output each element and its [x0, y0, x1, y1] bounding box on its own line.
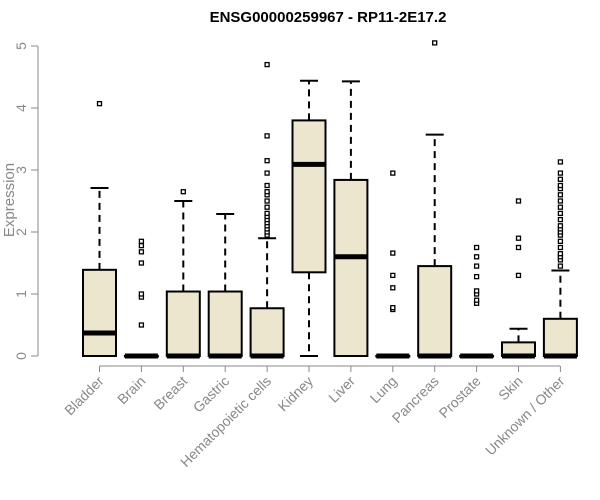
x-tick-label: Unknown / Other [482, 373, 568, 459]
outlier-point [264, 204, 270, 210]
box-skin [501, 198, 536, 359]
x-tick-label: Breast [150, 373, 190, 413]
x-tick-label: Pancreas [389, 373, 442, 426]
outlier-point [264, 170, 270, 176]
x-tick-label: Kidney [275, 373, 317, 415]
outlier-point [473, 297, 480, 303]
box-unknown-other [542, 159, 578, 359]
y-tick-label: 4 [13, 104, 29, 112]
box-body [291, 119, 327, 274]
box-body [82, 268, 117, 358]
x-tick-label: Bladder [61, 373, 107, 419]
outlier-point [138, 260, 145, 266]
outlier-point [557, 216, 564, 223]
chart-title: ENSG00000259967 - RP11-2E17.2 [210, 9, 447, 26]
outlier-point [264, 198, 270, 204]
outlier-point [515, 235, 522, 241]
box-body [165, 290, 201, 357]
outlier-point [557, 251, 564, 257]
outlier-point [557, 238, 564, 244]
box-kidney [291, 79, 327, 357]
outlier-point [557, 223, 564, 229]
outlier-point [473, 254, 480, 260]
box-body [207, 290, 243, 357]
outlier-point [390, 304, 396, 311]
box-hematopoietic-cells [249, 61, 285, 359]
outlier-point [138, 291, 145, 297]
outlier-point [557, 204, 564, 210]
x-tick-label: Lung [367, 373, 400, 406]
y-axis-label: Expression [1, 163, 18, 237]
outlier-point [138, 238, 145, 244]
outlier-point [473, 244, 480, 251]
outlier-point [264, 210, 270, 217]
y-tick-label: 3 [13, 166, 29, 174]
outlier-point [557, 170, 564, 176]
outlier-point [557, 263, 564, 269]
y-tick-label: 2 [13, 228, 29, 236]
box-body [249, 307, 285, 358]
plot-area [82, 40, 578, 359]
outlier-point [515, 272, 522, 279]
outlier-point [515, 244, 522, 251]
box-liver [333, 80, 369, 357]
outlier-point [557, 192, 564, 198]
outlier-point [557, 176, 564, 182]
outlier-point [515, 198, 522, 204]
outlier-point [473, 273, 480, 280]
outlier-point [264, 182, 270, 189]
box-pancreas [417, 40, 453, 359]
outlier-point [138, 322, 145, 328]
outlier-point [264, 158, 270, 164]
outlier-point [473, 263, 480, 269]
y-tick-label: 5 [13, 42, 29, 50]
outlier-point [264, 133, 270, 139]
y-axis: 0 1 2 3 4 5 [13, 42, 39, 360]
box-breast [165, 189, 201, 359]
box-body [542, 317, 578, 357]
box-bladder [82, 101, 117, 358]
outlier-point [390, 250, 396, 256]
outlier-point [557, 159, 564, 165]
outlier-point [473, 288, 480, 294]
outlier-point [264, 61, 270, 68]
outlier-point [557, 182, 564, 189]
outlier-point [390, 285, 396, 291]
outlier-point [390, 272, 396, 279]
x-tick-label: Liver [325, 373, 358, 406]
outlier-point [390, 170, 396, 176]
x-tick-label: Skin [495, 373, 526, 404]
box-body [417, 265, 453, 358]
box-body [333, 178, 369, 357]
x-tick-label: Prostate [436, 373, 484, 421]
outlier-point [180, 189, 186, 195]
outlier-point [138, 242, 145, 249]
y-tick-label: 1 [13, 290, 29, 298]
outlier-point [557, 198, 564, 204]
outlier-point [96, 101, 103, 107]
box-brain [123, 238, 159, 359]
box-gastric [207, 213, 243, 359]
box-prostate [459, 244, 495, 359]
outlier-point [557, 210, 564, 217]
outlier-point [557, 244, 564, 251]
outlier-point [138, 249, 145, 255]
box-lung [375, 170, 411, 359]
x-tick-label: Brain [114, 373, 148, 407]
outlier-point [432, 40, 438, 46]
y-tick-label: 0 [13, 352, 29, 360]
outlier-point [264, 189, 270, 195]
